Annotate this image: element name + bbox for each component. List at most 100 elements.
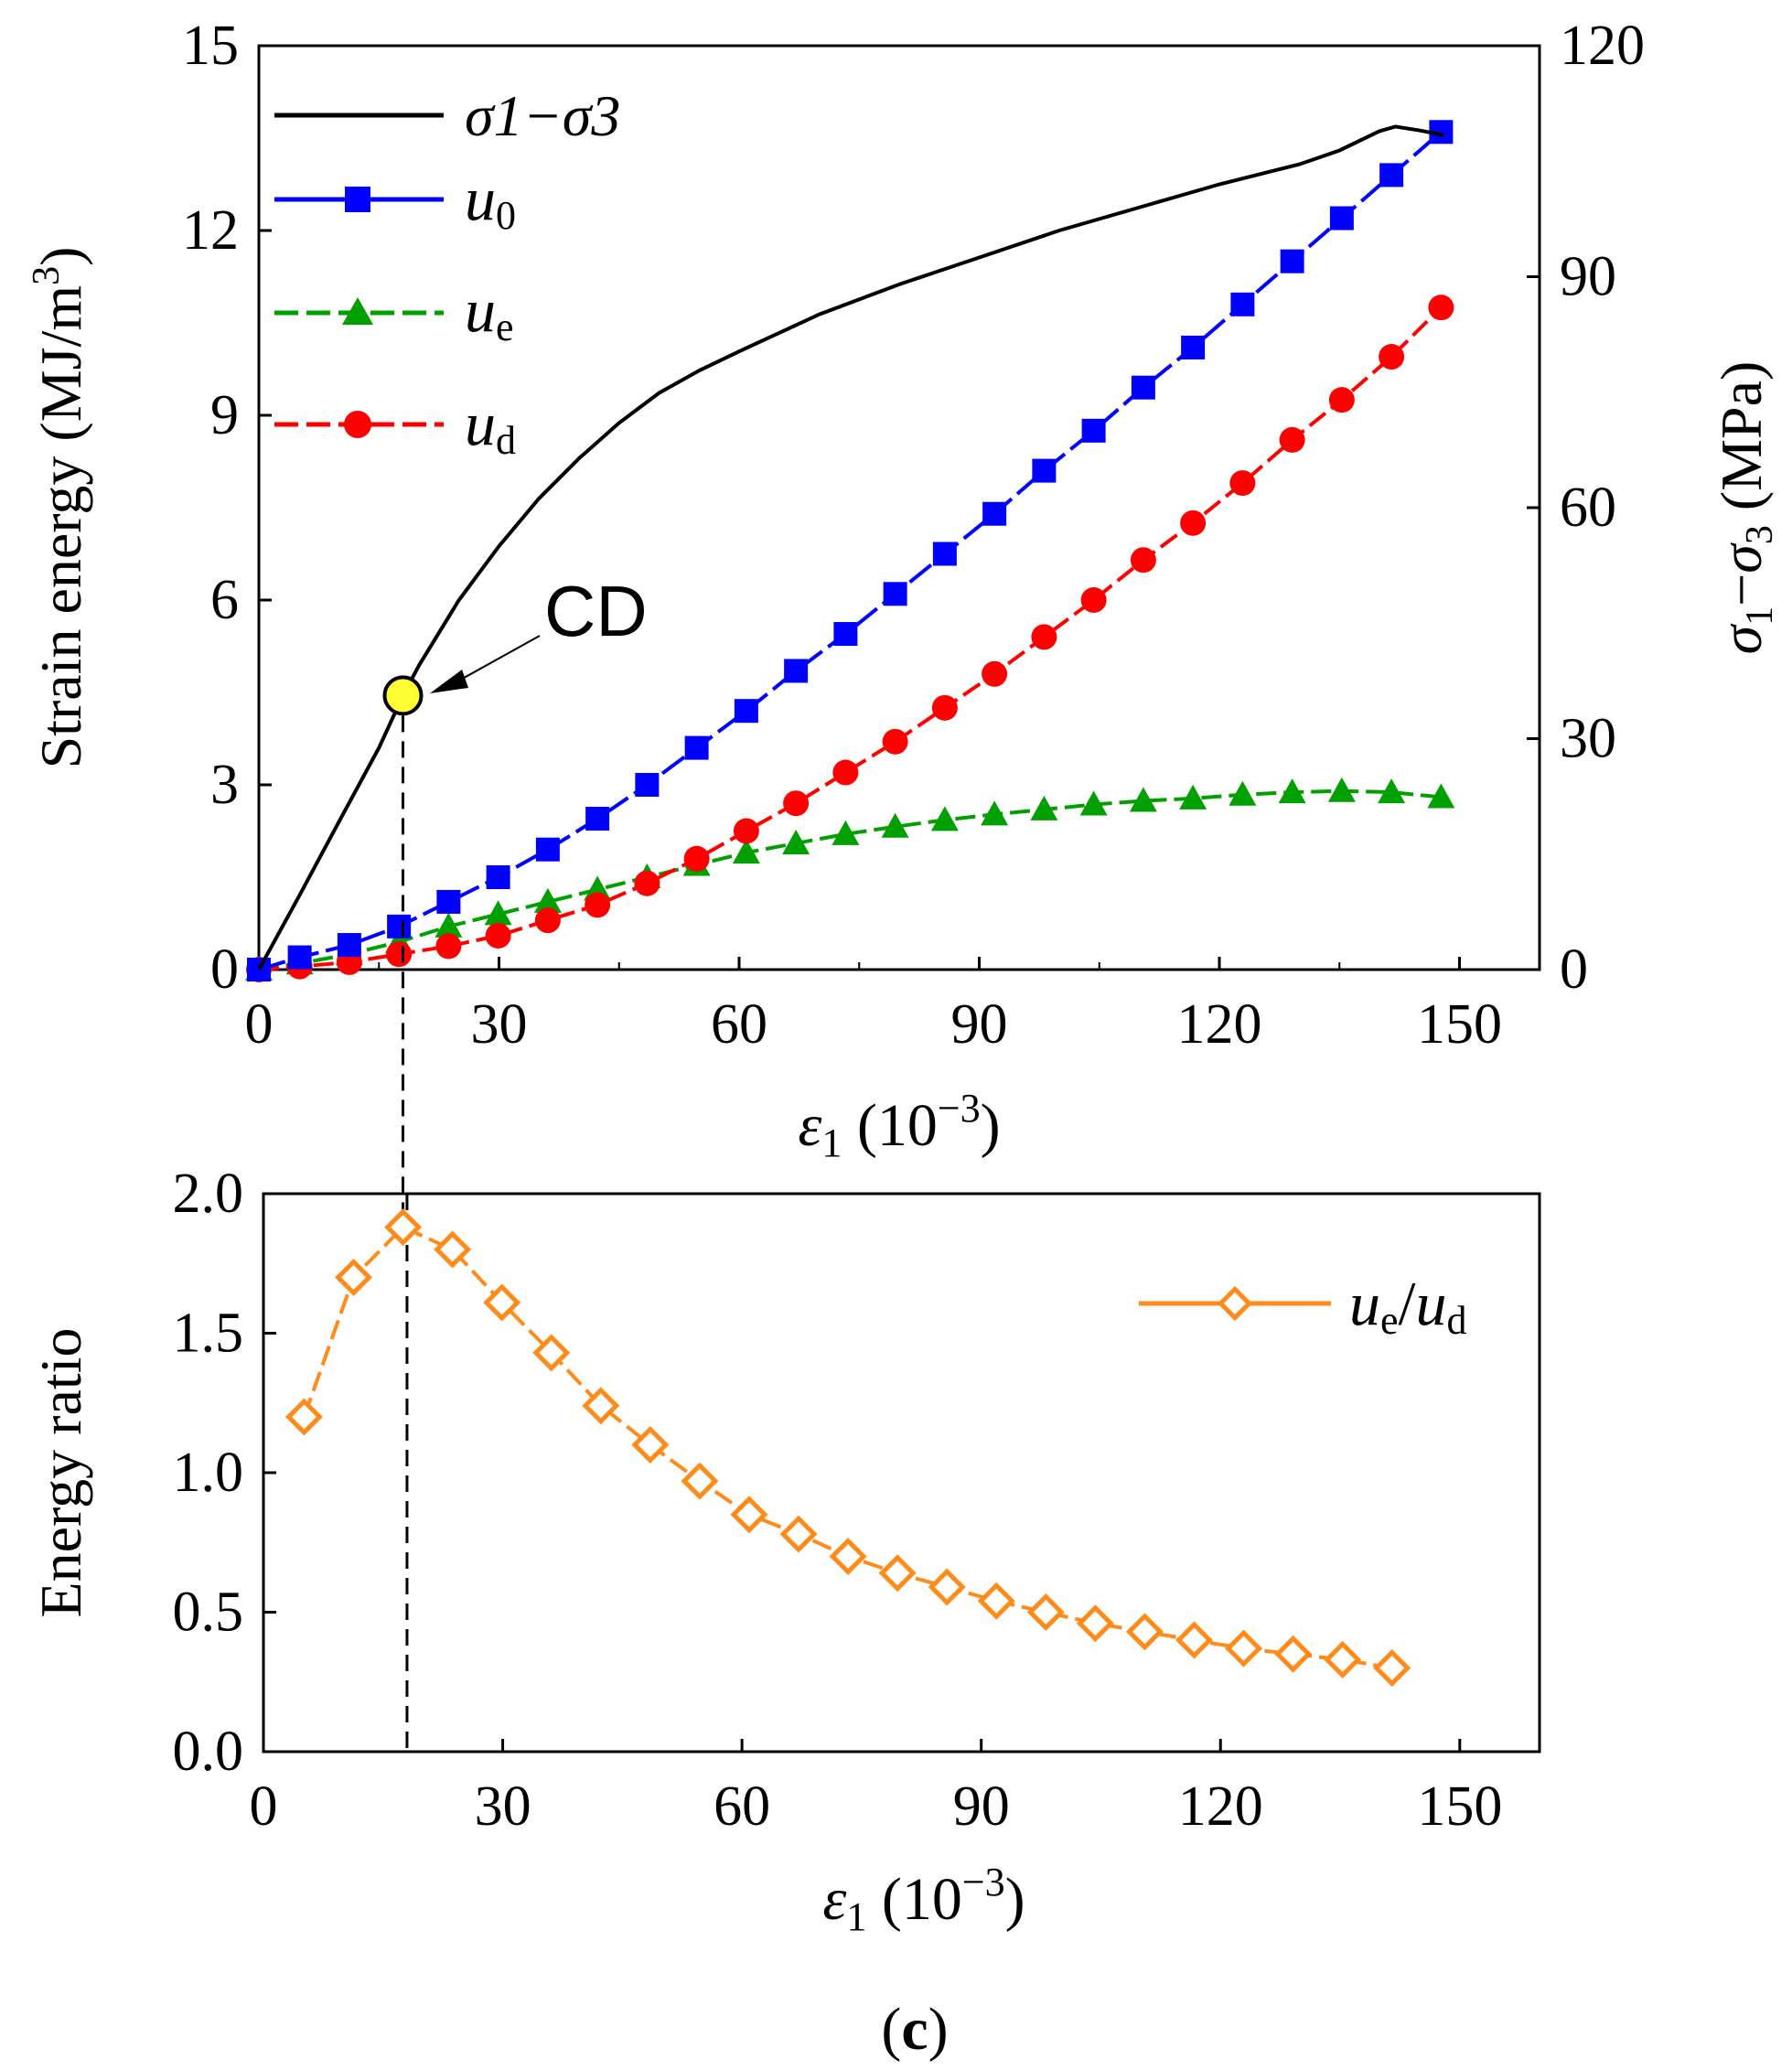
ratio-point (1026, 1593, 1065, 1632)
series-line-ue (258, 788, 1442, 971)
top-y-tick-label: 6 (210, 569, 239, 631)
ratio-point (483, 1283, 521, 1322)
ud-point (435, 933, 462, 960)
bottom-x-tick-label: 0 (250, 1775, 278, 1838)
ud-point (485, 922, 511, 949)
cd-arrow-head (430, 670, 468, 693)
cd-label: CD (544, 571, 648, 651)
bottom-x-tick-label: 30 (475, 1775, 531, 1838)
figure-caption: (c) (881, 1996, 948, 2063)
top-y2-tick-label: 60 (1560, 477, 1616, 539)
ratio-point (384, 1208, 423, 1247)
ue-point (1278, 778, 1306, 804)
u0-point (1131, 375, 1155, 400)
u0-point (1379, 163, 1404, 188)
top-y2-tick-label: 30 (1560, 708, 1616, 770)
top-legend: σ1−σ3 u0 ue ud (274, 83, 620, 463)
ratio-point (1373, 1648, 1411, 1688)
top-y2-tick-label: 120 (1560, 15, 1645, 77)
legend-marker-ue (342, 297, 373, 325)
ud-point (832, 759, 859, 786)
legend-marker-u0 (345, 187, 370, 212)
u0-point (833, 622, 858, 647)
ratio-point (1324, 1640, 1362, 1679)
legend-marker-ud (344, 411, 371, 438)
ue-point (930, 806, 959, 831)
u0-point (1032, 458, 1057, 483)
top-x-tick-label: 120 (1177, 993, 1262, 1056)
top-y-tick-label: 9 (210, 384, 239, 446)
ud-point (1229, 470, 1256, 497)
bottom-y-tick-label: 2.0 (173, 1163, 244, 1225)
top-x-tick-label: 0 (245, 993, 274, 1056)
legend-label-ud: ud (465, 389, 516, 463)
ue-point (1378, 778, 1406, 804)
legend-label-ue: ue (465, 275, 514, 349)
u0-point (635, 773, 660, 797)
bottom-x-tick-label: 60 (714, 1775, 770, 1838)
bottom-x-tick-label: 90 (953, 1775, 1010, 1838)
ratio-point (977, 1582, 1015, 1620)
ratio-point (631, 1425, 670, 1464)
legend-marker-ratio (1217, 1285, 1253, 1322)
bottom-legend: ue/ud (1139, 1269, 1466, 1343)
ratio-point (1225, 1629, 1263, 1668)
ratio-point (532, 1334, 571, 1372)
ue-point (881, 812, 909, 838)
ud-point (1379, 344, 1405, 370)
bottom-ticks: 0 30 60 90 120 150 0.0 0.5 1.0 1.5 2.0 (173, 1163, 1503, 1838)
ratio-point (928, 1568, 966, 1606)
u0-point (436, 889, 461, 914)
top-x-tick-label: 90 (951, 993, 1008, 1056)
u0-point (1230, 292, 1255, 316)
ud-point (982, 660, 1008, 687)
u0-point (287, 945, 312, 970)
ratio-point (582, 1387, 620, 1425)
u0-point (535, 837, 560, 862)
ue-point (832, 820, 860, 845)
ud-point (1031, 624, 1057, 650)
ratio-point (1125, 1613, 1164, 1651)
u0-point (932, 542, 957, 566)
u0-point (387, 914, 412, 938)
ue-point (981, 800, 1009, 826)
ue-point (1229, 780, 1257, 806)
cd-point-marker (382, 675, 424, 716)
ue-point (1030, 795, 1058, 820)
ue-point (732, 839, 760, 864)
ud-point (1180, 509, 1207, 536)
legend-item-ud: ud (274, 389, 516, 463)
legend-item-u0: u0 (274, 164, 516, 238)
ue-point (484, 900, 512, 926)
legend-item-ue: ue (274, 275, 514, 349)
ue-point (1129, 787, 1157, 812)
bottom-y-tick-label: 1.5 (173, 1303, 244, 1365)
ud-point (534, 907, 561, 934)
ud-point (1279, 426, 1305, 453)
ud-point (783, 790, 810, 817)
bottom-series (284, 1208, 1411, 1688)
u0-point (734, 699, 758, 724)
ratio-point (284, 1398, 323, 1436)
legend-label-stress: σ1−σ3 (465, 83, 620, 148)
ud-point (1130, 547, 1156, 574)
bottom-x-tick-label: 150 (1417, 1775, 1502, 1838)
legend-label-u0: u0 (465, 164, 516, 238)
ratio-point (681, 1462, 719, 1500)
ue-point (1327, 777, 1356, 802)
ud-point (634, 870, 660, 896)
ratio-point (335, 1258, 373, 1297)
u0-point (982, 501, 1007, 526)
top-x-tick-label: 150 (1417, 993, 1502, 1056)
top-y2-tick-label: 90 (1560, 246, 1616, 308)
top-x-tick-label: 30 (471, 993, 528, 1056)
ue-point (435, 912, 463, 938)
u0-point (486, 865, 510, 889)
legend-label-ratio: ue/ud (1349, 1269, 1466, 1343)
u0-point (1280, 249, 1304, 273)
ratio-point (1274, 1635, 1313, 1673)
ud-point (585, 892, 611, 918)
ratio-point (779, 1515, 818, 1553)
